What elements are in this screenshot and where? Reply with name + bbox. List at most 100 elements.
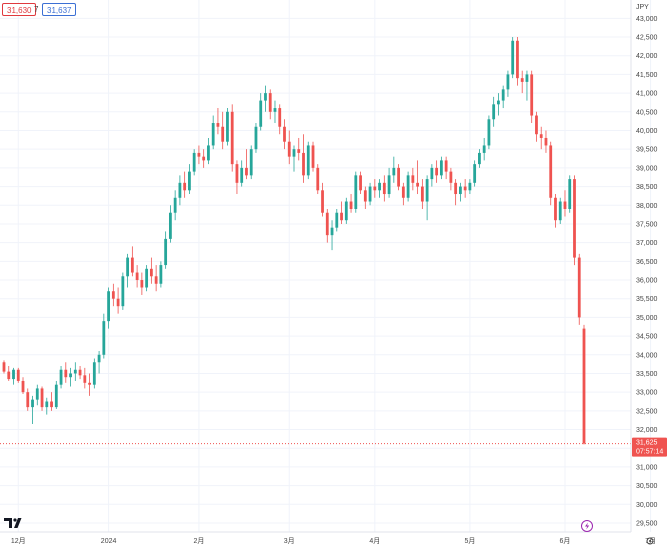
time-axis[interactable]: 12月20242月3月4月5月6月7月8月	[11, 537, 667, 545]
ask-price-button[interactable]: 31,637	[42, 3, 77, 16]
candle	[168, 205, 172, 243]
candle-body	[468, 182, 472, 191]
candle-body	[21, 380, 25, 393]
candle	[582, 324, 586, 445]
candle-body	[501, 89, 505, 101]
candle-body	[278, 108, 282, 127]
tradingview-logo-icon[interactable]	[4, 518, 22, 528]
candle	[349, 194, 353, 213]
candle	[359, 171, 362, 195]
candle-body	[116, 298, 120, 307]
candle	[568, 175, 572, 213]
grid-lines	[0, 0, 652, 532]
candle-body	[121, 276, 125, 307]
candle-body	[568, 179, 572, 209]
candle-body	[16, 369, 20, 381]
candle-body	[230, 111, 234, 165]
price-tick-label: 39,500	[636, 147, 658, 154]
candle	[35, 384, 39, 406]
price-tick-label: 34,500	[636, 334, 658, 341]
candle	[259, 93, 263, 131]
candle	[577, 253, 581, 325]
candle-body	[183, 182, 187, 191]
last-price-tag: 31,625 07:57:14	[632, 437, 667, 457]
candle	[468, 179, 472, 195]
candle-body	[273, 108, 277, 112]
time-tick-label: 2月	[193, 537, 204, 545]
candle-body	[530, 74, 534, 116]
spread-value: 7	[34, 5, 39, 14]
candle-body	[97, 354, 101, 363]
candle	[478, 149, 481, 168]
candle-body	[382, 182, 386, 195]
candle-body	[330, 227, 334, 236]
candle	[539, 126, 543, 150]
lightning-icon[interactable]	[581, 520, 593, 532]
candle-body	[482, 145, 486, 153]
candle	[78, 365, 82, 380]
candle	[297, 137, 301, 161]
candle-body	[45, 401, 49, 408]
candle-body	[492, 104, 496, 120]
candle	[211, 115, 215, 150]
price-axis[interactable]: 29,50030,00030,50031,00031,50032,00032,5…	[636, 16, 658, 528]
candle	[235, 160, 239, 195]
candle-body	[221, 126, 225, 142]
candle-body	[207, 145, 210, 161]
candle	[535, 111, 538, 142]
candle-body	[401, 186, 405, 198]
candle	[73, 362, 77, 381]
candle	[321, 182, 324, 217]
candle-body	[487, 119, 491, 146]
candle-body	[130, 257, 134, 273]
candle-body	[69, 373, 72, 378]
candle	[264, 85, 267, 112]
bid-price-button[interactable]: 31,630	[2, 3, 37, 16]
candle-body	[558, 201, 562, 221]
candle-body	[473, 164, 477, 183]
candle	[268, 89, 272, 120]
candle-body	[306, 145, 310, 176]
candle	[130, 246, 134, 277]
candle	[492, 96, 496, 127]
candle-body	[325, 212, 329, 236]
candle	[397, 164, 400, 191]
candle	[59, 365, 63, 389]
bar-countdown: 07:57:14	[636, 449, 663, 456]
candle	[188, 164, 191, 195]
candle	[45, 397, 49, 415]
candle	[202, 149, 206, 168]
candle-body	[363, 190, 367, 202]
candle-body	[344, 201, 348, 221]
candle-body	[544, 137, 548, 146]
candle-body	[430, 167, 434, 180]
candle-body	[154, 276, 158, 284]
candle-body	[92, 362, 96, 385]
candle	[473, 160, 477, 187]
candle	[278, 104, 282, 135]
price-tick-label: 33,000	[636, 390, 658, 397]
candle	[292, 145, 296, 172]
candle-body	[335, 212, 339, 228]
candle-body	[54, 384, 58, 408]
price-tick-label: 37,000	[636, 240, 658, 247]
candle-body	[88, 382, 91, 385]
candle-body	[392, 167, 396, 176]
candle-body	[197, 152, 201, 157]
candle	[530, 70, 534, 124]
candle	[449, 167, 453, 191]
candle-body	[554, 197, 557, 221]
gear-icon[interactable]	[646, 537, 654, 545]
price-tick-label: 40,000	[636, 128, 658, 135]
price-tick-label: 32,000	[636, 427, 658, 434]
candle	[335, 208, 339, 232]
candle	[40, 386, 44, 411]
candle	[54, 380, 58, 409]
candle-body	[202, 156, 206, 161]
candle-body	[192, 152, 196, 172]
candle	[64, 362, 68, 383]
candle-body	[59, 369, 63, 385]
candles	[2, 37, 586, 445]
price-tick-label: 43,000	[636, 16, 658, 23]
